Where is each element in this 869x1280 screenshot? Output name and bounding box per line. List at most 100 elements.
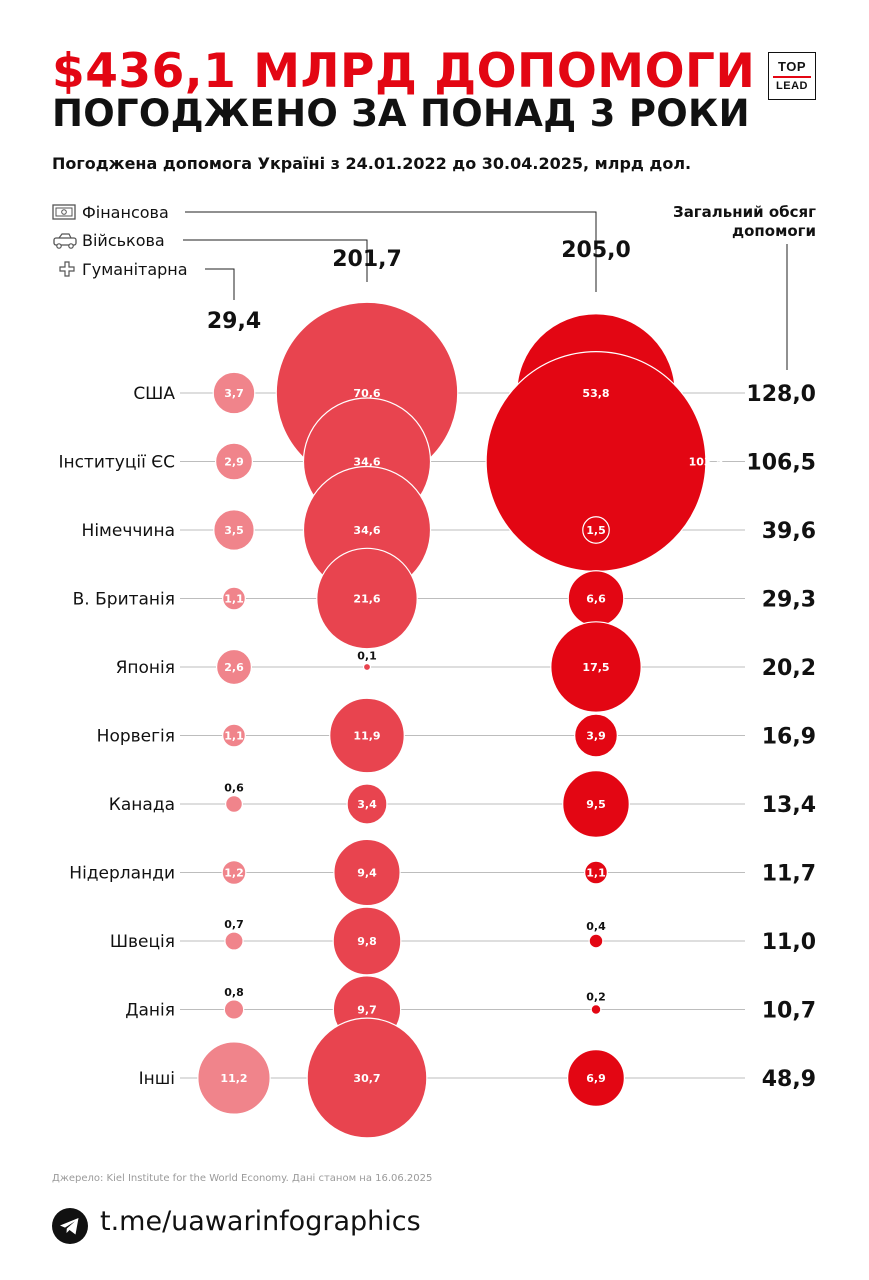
bubble-financial xyxy=(590,1004,602,1015)
bubble-financial xyxy=(582,516,610,544)
legend-leader-line xyxy=(183,239,368,282)
bubble-value-label: 0,8 xyxy=(224,986,244,999)
bubble-value-label: 1,5 xyxy=(586,524,606,537)
series-total-financial: 205,0 xyxy=(561,238,631,263)
bubble-financial xyxy=(550,621,642,713)
row-total-value: 11,7 xyxy=(762,862,816,887)
bubble-value-label: 34,6 xyxy=(353,524,380,537)
bubble-value-label: 2,9 xyxy=(224,456,244,469)
bubble-value-label: 9,4 xyxy=(357,867,377,880)
bubble-value-label: 9,7 xyxy=(357,1004,377,1017)
bubble-value-label: 3,7 xyxy=(224,387,244,400)
bubble-value-label: 0,4 xyxy=(586,920,606,933)
totals-header-line1: Загальний обсяг xyxy=(673,203,816,221)
country-label: Німеччина xyxy=(82,521,175,541)
bubble-humanitarian xyxy=(222,723,246,748)
totals-header-line2: допомоги xyxy=(732,222,816,240)
bubble-humanitarian xyxy=(197,1041,271,1115)
bubble-value-label: 1,1 xyxy=(224,593,244,606)
row-total-value: 39,6 xyxy=(762,519,816,544)
vehicle-icon xyxy=(53,233,77,249)
bubble-humanitarian xyxy=(224,931,244,951)
chart-subtitle: Погоджена допомога Україні з 24.01.2022 … xyxy=(52,154,692,173)
bubble-value-label: 21,6 xyxy=(353,593,380,606)
row-total-value: 128,0 xyxy=(746,382,816,407)
logo-bottom-text: LEAD xyxy=(776,80,808,92)
bubble-military xyxy=(362,662,372,672)
bubble-humanitarian xyxy=(225,795,243,813)
cross-icon xyxy=(59,261,75,277)
telegram-icon xyxy=(52,1208,88,1244)
legend-leader-line xyxy=(185,211,597,292)
bubble-value-label: 2,6 xyxy=(224,661,244,674)
bubble-humanitarian xyxy=(223,999,245,1020)
row-total-value: 10,7 xyxy=(762,999,816,1024)
top-lead-logo: TOP LEAD xyxy=(768,52,816,100)
bubble-military xyxy=(316,547,418,650)
bubble-value-label: 0,6 xyxy=(224,782,244,795)
source-note: Джерело: Kiel Institute for the World Ec… xyxy=(52,1173,433,1184)
bubble-value-label: 0,2 xyxy=(586,991,606,1004)
bubble-humanitarian xyxy=(215,442,253,481)
bubble-value-label: 53,8 xyxy=(582,387,609,400)
headline-amount: $436,1 МЛРД ДОПОМОГИ xyxy=(52,44,756,99)
row-total-value: 106,5 xyxy=(746,451,816,476)
bubble-humanitarian xyxy=(221,860,247,885)
bubble-value-label: 3,9 xyxy=(586,730,606,743)
bubble-value-label: 103,5 xyxy=(689,456,724,469)
telegram-channel-link[interactable]: t.me/uawarinfographics xyxy=(100,1206,421,1237)
bubble-humanitarian xyxy=(213,509,255,551)
bubble-humanitarian xyxy=(215,648,253,686)
bubble-value-label: 1,1 xyxy=(586,867,606,880)
bubble-humanitarian xyxy=(222,586,246,611)
country-label: Швеція xyxy=(110,932,175,952)
bubble-value-label: 11,2 xyxy=(220,1072,247,1085)
row-total-value: 29,3 xyxy=(762,588,816,613)
logo-top-text: TOP xyxy=(778,59,806,74)
legend-label-humanitarian: Гуманітарна xyxy=(82,260,188,279)
country-label: Японія xyxy=(116,658,175,678)
bubble-military xyxy=(332,906,402,976)
country-label: Інституції ЄС xyxy=(58,453,175,473)
country-label: В. Британія xyxy=(73,590,175,610)
bubble-value-label: 9,5 xyxy=(586,798,606,811)
bubble-humanitarian xyxy=(212,371,256,415)
row-total-value: 11,0 xyxy=(762,930,816,955)
legend-label-military: Військова xyxy=(82,231,165,250)
country-label: США xyxy=(133,384,175,404)
country-label: Інші xyxy=(139,1069,175,1089)
series-total-military: 201,7 xyxy=(332,247,402,272)
bubble-value-label: 70,6 xyxy=(353,387,380,400)
bubble-value-label: 0,7 xyxy=(224,918,244,931)
headline-period: ПОГОДЖЕНО ЗА ПОНАД 3 РОКИ xyxy=(52,92,750,135)
bubble-value-label: 17,5 xyxy=(582,661,609,674)
country-label: Нідерланди xyxy=(69,864,175,884)
bubble-value-label: 6,6 xyxy=(586,593,606,606)
country-label: Данія xyxy=(125,1001,175,1021)
bubble-value-label: 3,5 xyxy=(224,524,244,537)
country-label: Норвегія xyxy=(97,727,175,747)
series-total-humanitarian: 29,4 xyxy=(207,309,261,334)
row-total-value: 13,4 xyxy=(762,793,816,818)
bubble-financial xyxy=(567,1049,625,1107)
legend-label-financial: Фінансова xyxy=(82,203,169,222)
row-total-value: 20,2 xyxy=(762,656,816,681)
banknote-icon xyxy=(52,204,76,220)
bubble-value-label: 9,8 xyxy=(357,935,377,948)
aid-bubble-chart: 3,7 2,9 3,5 1,1 2,6 1,1 0,6 1,2 0,7 0,8 11,2 70,6 34… xyxy=(52,203,816,1139)
bubble-financial xyxy=(562,770,630,838)
bubble-financial xyxy=(584,860,608,885)
bubble-military xyxy=(306,1017,428,1139)
bubble-value-label: 3,4 xyxy=(357,798,377,811)
bubble-value-label: 0,1 xyxy=(357,650,377,663)
bubble-military xyxy=(329,697,405,774)
row-total-value: 48,9 xyxy=(762,1067,816,1092)
bubble-value-label: 30,7 xyxy=(353,1072,380,1085)
legend-leader-line xyxy=(205,268,235,300)
bubble-value-label: 1,2 xyxy=(224,867,244,880)
bubble-financial xyxy=(588,933,604,949)
bubble-value-label: 1,1 xyxy=(224,730,244,743)
bubble-value-label: 34,6 xyxy=(353,456,380,469)
bubble-value-label: 11,9 xyxy=(353,730,380,743)
bubble-military xyxy=(333,838,401,907)
